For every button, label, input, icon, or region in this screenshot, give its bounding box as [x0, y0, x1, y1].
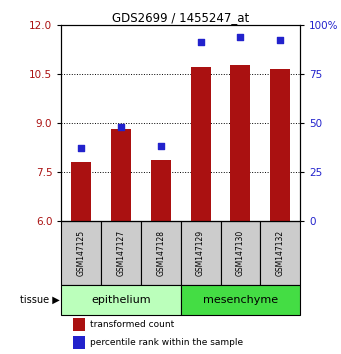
Text: mesenchyme: mesenchyme	[203, 295, 278, 305]
Text: GSM147125: GSM147125	[77, 229, 86, 276]
Text: GSM147130: GSM147130	[236, 229, 245, 276]
Text: GSM147132: GSM147132	[276, 229, 285, 276]
Bar	[61, 285, 181, 315]
Point	[278, 38, 283, 43]
Bar	[73, 319, 85, 331]
Bar	[151, 160, 171, 221]
Bar	[111, 129, 131, 221]
Text: transformed count: transformed count	[90, 320, 174, 329]
Text: GSM147127: GSM147127	[117, 229, 125, 276]
Bar	[221, 221, 260, 285]
Point	[198, 40, 203, 45]
Bar	[181, 285, 300, 315]
Bar	[61, 221, 101, 285]
Text: GSM147128: GSM147128	[156, 230, 165, 275]
Point	[118, 124, 124, 130]
Bar	[73, 336, 85, 349]
Point	[238, 34, 243, 39]
Bar	[260, 221, 300, 285]
Point	[78, 145, 84, 151]
Bar	[270, 69, 290, 221]
Bar	[191, 67, 210, 221]
Point	[158, 143, 164, 149]
Bar	[181, 221, 221, 285]
Bar	[141, 221, 181, 285]
Bar	[71, 162, 91, 221]
Text: percentile rank within the sample: percentile rank within the sample	[90, 338, 243, 347]
Title: GDS2699 / 1455247_at: GDS2699 / 1455247_at	[112, 11, 249, 24]
Text: epithelium: epithelium	[91, 295, 151, 305]
Bar	[231, 64, 250, 221]
Text: GSM147129: GSM147129	[196, 229, 205, 276]
Bar	[101, 221, 141, 285]
Text: tissue ▶: tissue ▶	[20, 295, 59, 305]
